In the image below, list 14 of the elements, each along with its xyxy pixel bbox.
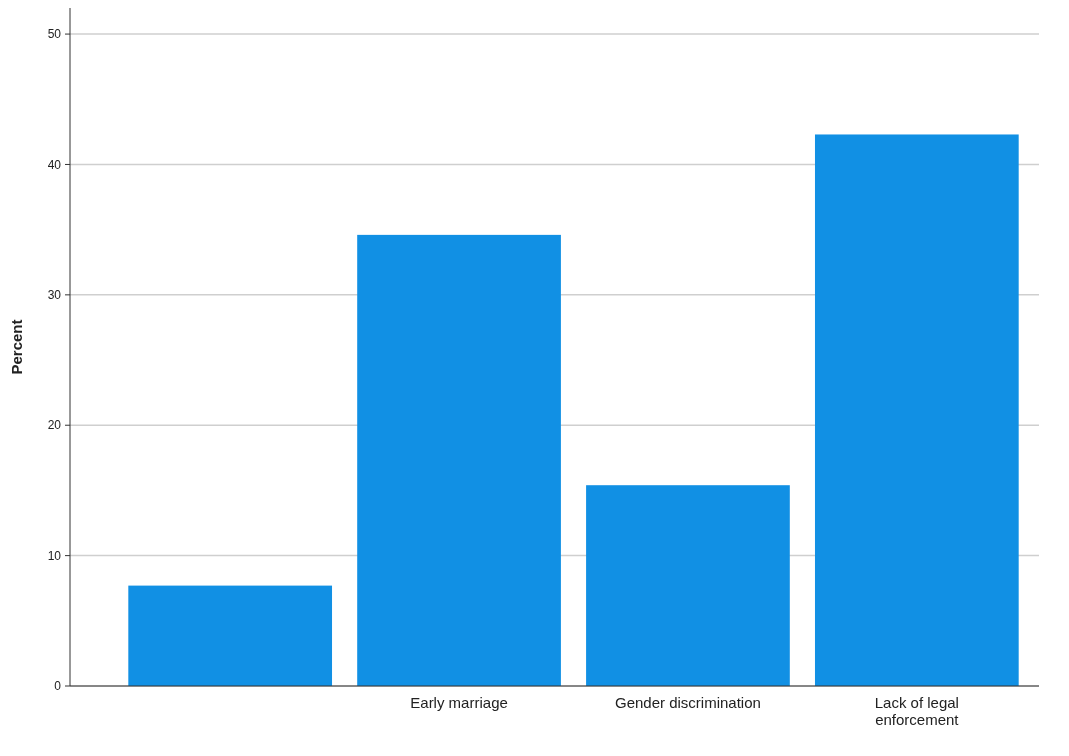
y-tick-label: 0 [54, 679, 62, 694]
y-axis-title: Percent [8, 319, 25, 375]
bar [586, 485, 790, 686]
bar [128, 585, 333, 686]
bar [814, 134, 1019, 686]
x-tick-label: Early marriage [410, 694, 508, 711]
y-tick-label: 40 [47, 157, 62, 172]
y-tick-label: 30 [47, 288, 62, 303]
y-tick-label: 10 [47, 548, 62, 563]
y-tick-label: 20 [47, 418, 62, 433]
y-tick-label: 50 [47, 27, 62, 42]
x-tick-label: Lack of legal enforcement [874, 694, 960, 728]
x-tick-label: Gender discrimination [614, 694, 761, 711]
bar [357, 234, 561, 686]
